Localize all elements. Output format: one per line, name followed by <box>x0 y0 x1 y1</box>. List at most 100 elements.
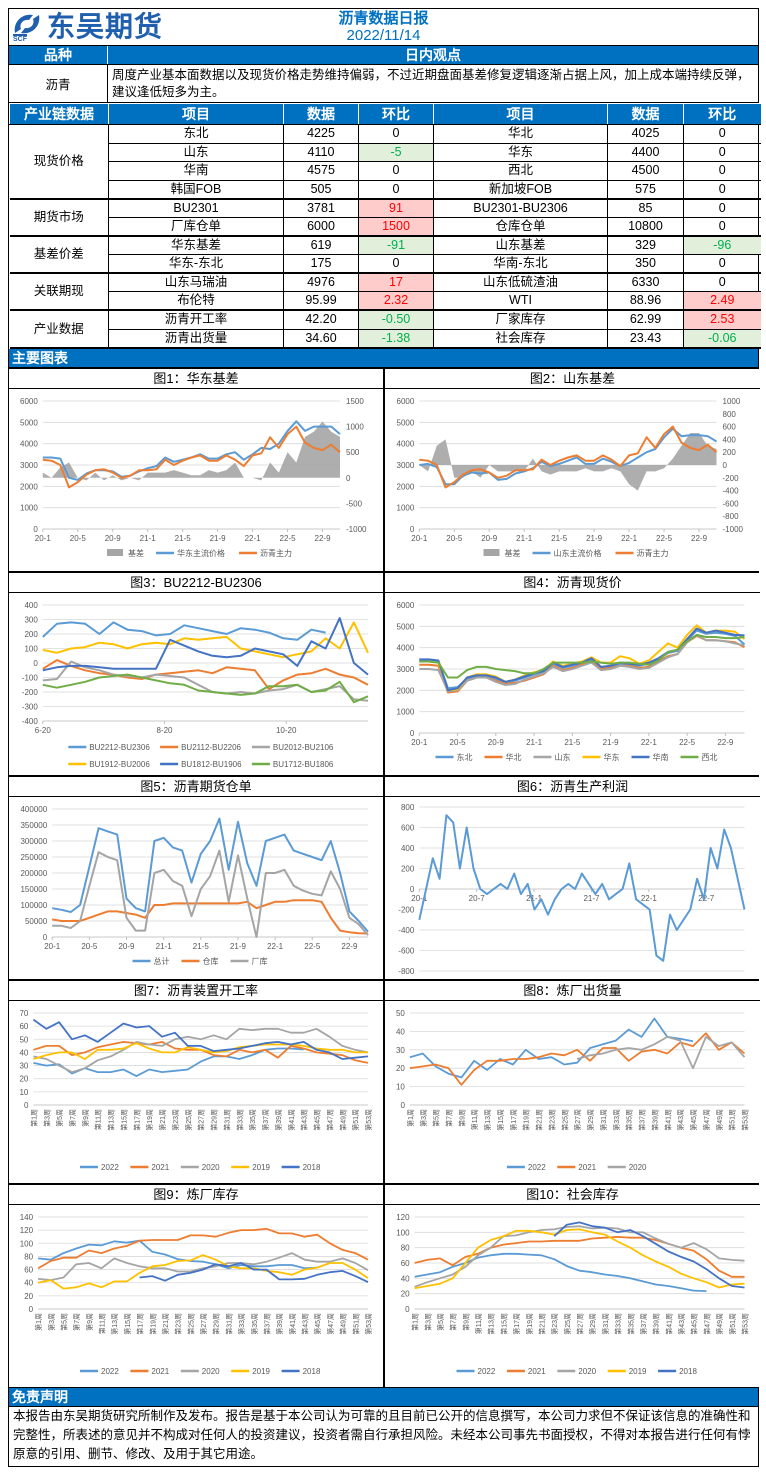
x-tick-label: 第39周 <box>652 1313 661 1335</box>
x-tick-label: 第27周 <box>199 1313 208 1335</box>
x-tick-label: 21-5 <box>193 942 210 951</box>
y-tick-label: 0 <box>410 729 415 738</box>
table-row: 期货市场 BU2301 3781 91 BU2301-BU2306 85 0 <box>9 198 761 238</box>
y-tick-label: 20 <box>396 1064 405 1073</box>
disclaimer-text: 本报告由东吴期货研究所制作及发布。报告是基于本公司认为可靠的且目前已公开的信息撰… <box>13 1408 751 1461</box>
series-line-2020 <box>414 1224 745 1288</box>
x-tick-label: 20-5 <box>450 738 467 747</box>
x-tick-label: 第49周 <box>715 1109 724 1131</box>
y-tick-label: 40 <box>19 1048 28 1057</box>
item-change: 1500 <box>358 216 434 238</box>
y2-tick-label: -1000 <box>346 525 367 534</box>
column-header-2: 数据 <box>283 103 359 125</box>
series-line-2020 <box>576 1035 746 1069</box>
series-area-基差 <box>419 432 717 491</box>
legend-label: 2022 <box>101 1163 119 1172</box>
item-name: 山东 <box>108 142 284 163</box>
x-tick-label: 20-9 <box>105 534 122 543</box>
y-tick-label: 600 <box>401 823 415 832</box>
x-tick-label: 第37周 <box>639 1313 648 1335</box>
y-tick-label: 3000 <box>397 461 415 470</box>
chart-panel: 图4：沥青现货价 0 1000 2000 3000 4000 5000 6000 20-1 20-… <box>385 572 760 775</box>
x-tick-label: 20-7 <box>469 894 486 903</box>
legend-label: BU1712-BU1806 <box>273 760 334 769</box>
y2-tick-label: -500 <box>346 499 363 508</box>
column-header-0: 产业链数据 <box>9 103 109 125</box>
item-change: 0 <box>358 161 434 181</box>
x-tick-label: 22-1 <box>267 942 284 951</box>
x-tick-label: 第9周 <box>81 1109 90 1127</box>
x-tick-label: 第41周 <box>287 1109 296 1131</box>
item-value: 6330 <box>607 272 684 293</box>
table-row: 山东 4110 -5 华东 4400 0 <box>10 142 761 163</box>
y-tick-label: 10 <box>396 1082 405 1091</box>
x-tick-label: 第13周 <box>110 1313 119 1335</box>
item-name: BU2301 <box>108 198 284 218</box>
chart-title: 图2：山东基差 <box>385 369 760 389</box>
item-name: 山东低硫渣油 <box>433 272 608 293</box>
chart-svg: 0 50000 100000 150000 200000 250000 300000 3500… <box>20 805 369 966</box>
x-tick-label: 第41周 <box>288 1313 297 1335</box>
report-header: SCF 东吴期货 沥青数据日报 2022/11/14 <box>9 9 758 46</box>
x-tick-label: 第23周 <box>550 1313 559 1335</box>
y-tick-label: 250000 <box>20 853 47 862</box>
x-tick-label: 20-5 <box>81 942 98 951</box>
x-tick-label: 第45周 <box>689 1109 698 1131</box>
item-name: 华东-东北 <box>108 254 284 275</box>
x-tick-label: 第21周 <box>537 1313 546 1335</box>
x-tick-label: 第25周 <box>560 1109 569 1131</box>
legend-label: BU2112-BU2206 <box>181 743 241 752</box>
x-tick-label: 21-9 <box>603 738 620 747</box>
series-line-沥青主力 <box>419 425 718 489</box>
item-change: 17 <box>358 272 434 293</box>
x-tick-label: 10-20 <box>276 726 297 735</box>
y2-tick-label: 600 <box>723 422 737 431</box>
chart-panel: 图2：山东基差 0 1000 2000 3000 4000 5000 6000 -1000 -80… <box>385 368 760 571</box>
y-tick-label: 0 <box>410 885 415 894</box>
x-tick-label: 第43周 <box>300 1109 309 1131</box>
view-column-header: 日内观点 <box>405 47 461 63</box>
y2-tick-label: 1500 <box>346 397 364 406</box>
x-tick-label: 第37周 <box>638 1109 647 1131</box>
y-tick-label: 5000 <box>397 622 415 631</box>
y2-tick-label: 1000 <box>723 397 741 406</box>
item-change: -0.50 <box>358 309 434 330</box>
legend-label: 2018 <box>303 1367 321 1376</box>
section-label: 基差价差 <box>9 235 109 275</box>
x-tick-label: 第19周 <box>145 1109 154 1131</box>
item-name: 社会库存 <box>433 328 608 349</box>
legend-label: 基差 <box>505 548 521 558</box>
x-tick-label: 22-7 <box>698 894 715 903</box>
y-tick-label: -200 <box>398 905 415 914</box>
item-name: BU2301-BU2306 <box>433 198 608 218</box>
chart-title: 图10：社会库存 <box>385 1185 760 1205</box>
x-tick-label: 第11周 <box>98 1313 107 1334</box>
series-line-2019 <box>414 1228 745 1289</box>
item-name: 厂家库存 <box>433 309 608 330</box>
x-tick-label: 第53周 <box>364 1313 373 1335</box>
x-tick-label: 第15周 <box>499 1313 508 1335</box>
x-tick-label: 第7周 <box>72 1313 81 1331</box>
x-tick-label: 第23周 <box>174 1313 183 1335</box>
series-line-2018 <box>139 1261 369 1283</box>
item-value: 34.60 <box>283 328 359 349</box>
y-tick-label: 70 <box>19 1009 28 1018</box>
item-change: 0 <box>358 254 434 275</box>
x-tick-label: 第13周 <box>107 1109 116 1131</box>
legend-label: 2018 <box>303 1163 321 1172</box>
item-name: 沥青出货量 <box>108 328 284 349</box>
x-tick-label: 第35周 <box>248 1109 257 1131</box>
x-tick-label: 第33周 <box>235 1109 244 1131</box>
x-tick-label: 第37周 <box>262 1313 271 1335</box>
x-tick-label: 第23周 <box>171 1109 180 1131</box>
report-date: 2022/11/14 <box>346 27 421 44</box>
column-header-6: 环比 <box>683 103 761 125</box>
chart-svg: 0 1000 2000 3000 4000 5000 6000 20-1 20-5 20-9 21-… <box>397 601 746 762</box>
y-tick-label: 50 <box>396 1009 405 1018</box>
x-tick-label: 第9周 <box>461 1313 470 1331</box>
x-tick-label: 第53周 <box>364 1109 373 1131</box>
x-tick-label: 第51周 <box>351 1109 360 1131</box>
y-tick-label: 3000 <box>397 665 415 674</box>
chart-svg: -400 -300 -200 -100 0 100 200 300 400 6-20 8-20 10-… <box>22 601 369 769</box>
x-tick-label: 第5周 <box>55 1109 64 1127</box>
